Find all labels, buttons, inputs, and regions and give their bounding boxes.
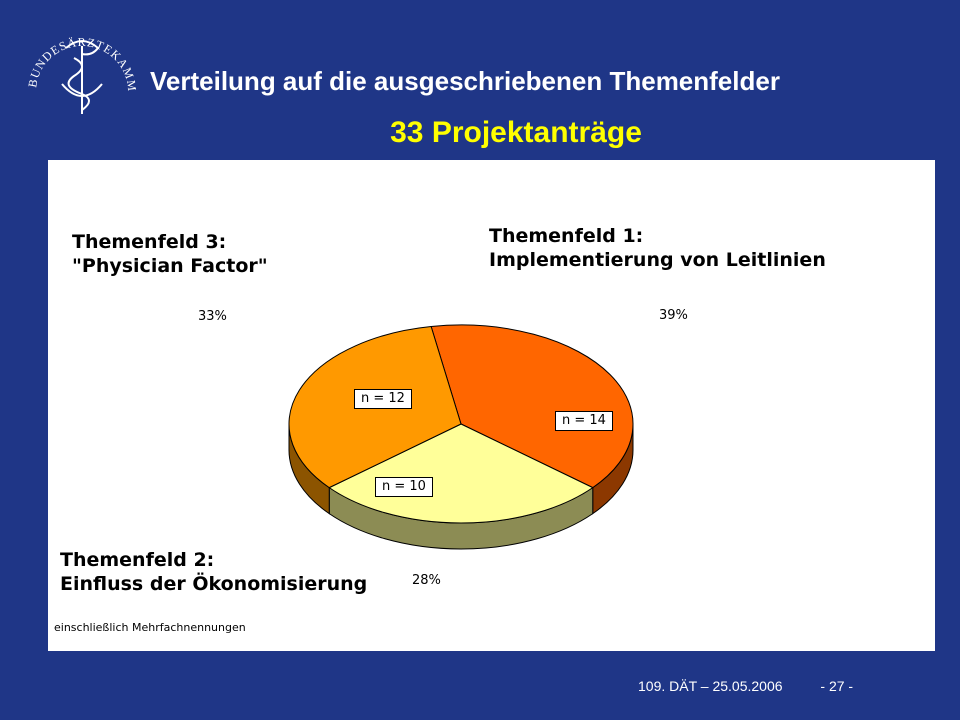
count-label-1: n = 14 (555, 411, 613, 431)
logo-lettering: BUNDESÄRZTEKAMMER (18, 22, 138, 93)
percent-label-2: 28% (412, 573, 441, 588)
percent-label-3: 33% (198, 309, 227, 324)
category-label-3: Themenfeld 3: "Physician Factor" (72, 231, 268, 277)
count-label-3: n = 12 (354, 389, 412, 409)
chart-panel: Themenfeld 3: "Physician Factor" Themenf… (48, 160, 935, 651)
footnote: einschließlich Mehrfachnennungen (54, 621, 246, 634)
pie-slice-2 (328, 423, 594, 524)
bundesaerztekammer-logo: BUNDESÄRZTEKAMMER (18, 22, 139, 114)
page-number: - 27 - (820, 678, 854, 694)
percent-label-1: 39% (659, 308, 688, 323)
event-date: 109. DÄT – 25.05.2006 (638, 678, 783, 694)
svg-text:BUNDESÄRZTEKAMMER: BUNDESÄRZTEKAMMER (18, 22, 139, 93)
pie-slice-1 (430, 324, 634, 489)
page-title: Verteilung auf die ausgeschriebenen Them… (150, 66, 780, 96)
category-label-1: Themenfeld 1: Implementierung von Leitli… (489, 225, 826, 271)
page-subtitle: 33 Projektanträge (390, 116, 642, 149)
category-label-2: Themenfeld 2: Einfluss der Ökonomisierun… (60, 549, 368, 595)
aesculapius-emblem-icon (61, 40, 103, 114)
count-label-2: n = 10 (375, 477, 433, 497)
slide-footer: 109. DÄT – 25.05.2006 - 27 - (638, 678, 853, 694)
